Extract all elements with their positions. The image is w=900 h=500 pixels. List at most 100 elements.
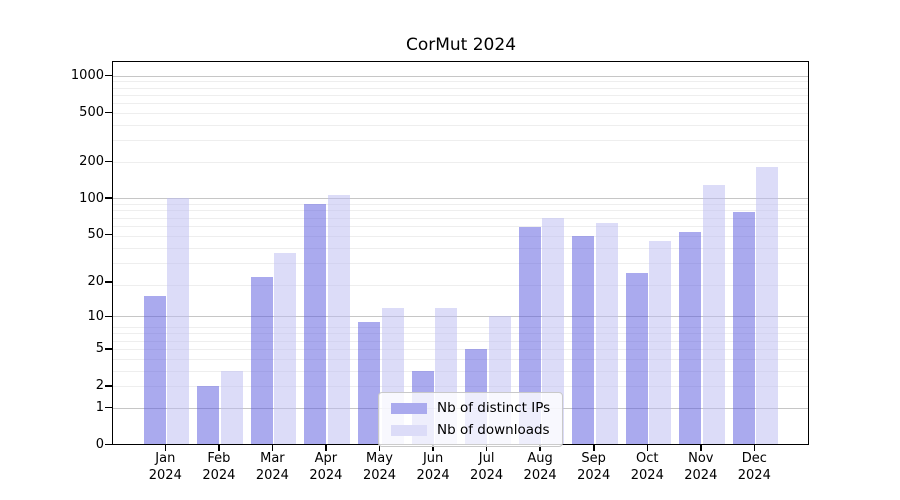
legend: Nb of distinct IPs Nb of downloads bbox=[378, 392, 564, 447]
gridline-minor bbox=[113, 124, 809, 126]
gridline-minor bbox=[113, 385, 809, 387]
bar-distinct-ips bbox=[250, 277, 273, 445]
x-tick-year: 2024 bbox=[416, 468, 450, 483]
x-tick-month: Apr bbox=[314, 451, 338, 466]
x-tick-label: Dec 2024 bbox=[714, 450, 794, 484]
x-tick-label: May 2024 bbox=[340, 450, 420, 484]
x-tick-mark bbox=[164, 445, 167, 451]
x-tick-month: Sep bbox=[581, 451, 606, 466]
legend-label-distinct-ips: Nb of distinct IPs bbox=[437, 400, 551, 416]
bar-downloads bbox=[595, 223, 618, 445]
y-tick-label: 50 bbox=[87, 227, 104, 242]
gridline-major bbox=[113, 316, 809, 318]
x-tick-label: Jan 2024 bbox=[125, 450, 205, 484]
bar-downloads bbox=[167, 198, 190, 445]
x-tick-mark bbox=[700, 445, 702, 451]
x-tick-mark bbox=[539, 445, 541, 451]
x-tick-label: Aug 2024 bbox=[500, 450, 580, 484]
bar-distinct-ips bbox=[143, 296, 166, 445]
gridline-minor bbox=[113, 262, 809, 264]
bar-downloads bbox=[702, 184, 725, 445]
x-tick-label: Feb 2024 bbox=[179, 450, 259, 484]
bar-downloads bbox=[756, 166, 779, 445]
gridline-minor bbox=[113, 235, 809, 237]
y-tick-mark bbox=[105, 74, 112, 77]
x-tick-label: Nov 2024 bbox=[661, 450, 741, 484]
gridline-minor bbox=[113, 225, 809, 227]
gridline-minor bbox=[113, 340, 809, 342]
y-tick-label: 10 bbox=[87, 308, 104, 324]
gridline-minor bbox=[113, 333, 809, 335]
y-tick-label: 5 bbox=[95, 341, 104, 357]
x-tick-mark bbox=[218, 445, 220, 451]
x-tick-label: Jul 2024 bbox=[447, 450, 527, 484]
x-tick-year: 2024 bbox=[202, 468, 236, 483]
y-tick-label: 0 bbox=[95, 437, 104, 452]
y-tick-mark bbox=[105, 443, 112, 446]
gridline-major bbox=[113, 75, 809, 77]
gridline-minor bbox=[113, 161, 809, 163]
y-tick-mark bbox=[105, 315, 112, 318]
x-tick-year: 2024 bbox=[630, 468, 664, 483]
y-tick-label: 200 bbox=[79, 153, 104, 169]
x-tick-month: Nov bbox=[688, 451, 714, 466]
x-tick-label: Oct 2024 bbox=[607, 450, 687, 484]
legend-swatch-distinct-ips bbox=[391, 402, 427, 414]
y-tick-mark bbox=[105, 160, 112, 162]
gridline-minor bbox=[113, 102, 809, 104]
x-tick-month: May bbox=[366, 451, 393, 466]
gridline-minor bbox=[113, 112, 809, 114]
y-tick-mark bbox=[105, 406, 112, 409]
x-tick-month: Aug bbox=[527, 451, 553, 466]
y-tick-mark bbox=[105, 233, 112, 236]
bar-distinct-ips bbox=[197, 385, 220, 445]
bar-downloads bbox=[220, 370, 243, 445]
x-tick-year: 2024 bbox=[362, 468, 397, 483]
x-tick-year: 2024 bbox=[470, 468, 504, 483]
gridline-minor bbox=[113, 204, 809, 206]
y-tick-label: 500 bbox=[79, 105, 104, 120]
x-tick-year: 2024 bbox=[148, 468, 182, 483]
x-tick-month: Mar bbox=[260, 451, 285, 466]
x-tick-label: Mar 2024 bbox=[232, 450, 312, 484]
bar-downloads bbox=[542, 218, 565, 445]
gridline-minor bbox=[113, 87, 809, 89]
gridline-minor bbox=[113, 210, 809, 212]
y-tick-label: 1 bbox=[95, 400, 104, 415]
x-tick-year: 2024 bbox=[255, 468, 289, 483]
y-tick-label: 20 bbox=[87, 274, 104, 290]
x-tick-month: Oct bbox=[636, 451, 659, 466]
y-tick-label: 2 bbox=[95, 378, 104, 394]
bar-distinct-ips bbox=[518, 226, 541, 445]
x-tick-mark bbox=[593, 445, 595, 451]
x-tick-year: 2024 bbox=[737, 468, 771, 483]
x-tick-mark bbox=[432, 445, 434, 451]
y-tick-mark bbox=[105, 348, 112, 350]
x-tick-mark bbox=[485, 445, 488, 451]
x-tick-year: 2024 bbox=[309, 468, 343, 483]
x-tick-month: Jul bbox=[478, 451, 495, 466]
gridline-minor bbox=[113, 94, 809, 96]
gridline-minor bbox=[113, 217, 809, 219]
bar-downloads bbox=[274, 253, 297, 445]
x-tick-mark bbox=[378, 445, 381, 451]
gridline-minor bbox=[113, 358, 809, 360]
y-tick-mark bbox=[105, 197, 112, 199]
bar-downloads bbox=[327, 195, 350, 445]
bar-distinct-ips bbox=[679, 232, 702, 445]
y-tick-mark bbox=[105, 385, 112, 387]
legend-label-downloads: Nb of downloads bbox=[437, 422, 550, 438]
bar-distinct-ips bbox=[304, 203, 327, 445]
x-tick-mark bbox=[753, 445, 756, 451]
y-tick-label: 1000 bbox=[70, 68, 104, 83]
gridline-minor bbox=[113, 81, 809, 83]
x-tick-month: Jun bbox=[422, 451, 444, 466]
x-tick-year: 2024 bbox=[684, 468, 718, 483]
x-tick-mark bbox=[646, 445, 648, 451]
x-tick-year: 2024 bbox=[523, 468, 557, 483]
gridline-minor bbox=[113, 327, 809, 329]
gridline-minor bbox=[113, 139, 809, 141]
gridline-major bbox=[113, 198, 809, 199]
